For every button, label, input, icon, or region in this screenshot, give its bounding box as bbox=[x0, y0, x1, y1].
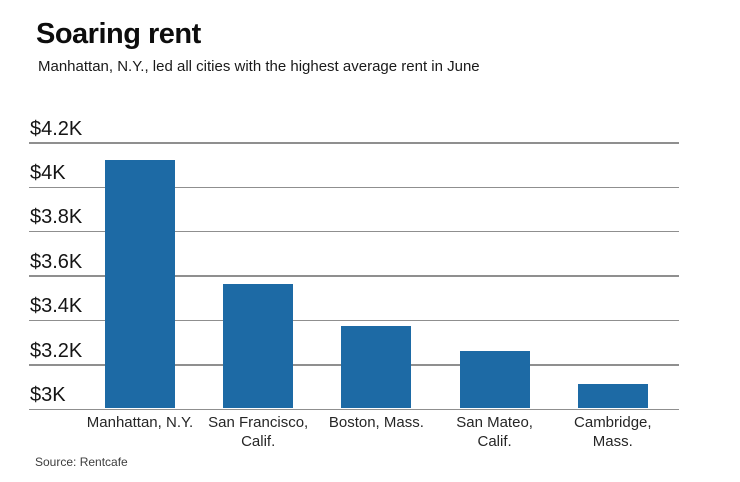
gridline-4k bbox=[29, 186, 679, 189]
y-axis-tick-label: $4.2K bbox=[30, 117, 83, 140]
bar-san-mateo bbox=[459, 350, 530, 409]
y-axis-tick-label: $3.6K bbox=[30, 250, 83, 273]
chart-subtitle: Manhattan, N.Y., led all cities with the… bbox=[38, 58, 480, 75]
y-axis-tick-label: $3.2K bbox=[30, 339, 83, 362]
bar-boston-mass bbox=[341, 326, 412, 409]
bar-cambridge bbox=[577, 384, 648, 409]
gridline-4.2k bbox=[29, 142, 679, 144]
x-axis-category-label: San Mateo, Calif. bbox=[456, 414, 533, 451]
x-axis-category-label: Boston, Mass. bbox=[328, 414, 424, 431]
bar-san-francisco bbox=[223, 284, 294, 409]
gridline-3k bbox=[29, 408, 679, 410]
gridline-3.6k bbox=[29, 275, 679, 277]
x-axis-category-label: Manhattan, N.Y. bbox=[86, 414, 194, 431]
y-axis-tick-label: $3.4K bbox=[30, 295, 83, 318]
y-axis-tick-label: $4K bbox=[30, 162, 66, 185]
chart-title: Soaring rent bbox=[36, 18, 201, 50]
source-note: Source: Rentcafe bbox=[35, 455, 128, 469]
x-axis-category-label: San Francisco, Calif. bbox=[208, 414, 309, 451]
bar-manhattan-n-y bbox=[105, 159, 175, 409]
y-axis-tick-label: $3.8K bbox=[30, 206, 83, 229]
gridline-3.8k bbox=[29, 230, 679, 233]
x-axis-category-label: Cambridge, Mass. bbox=[574, 414, 652, 451]
y-axis-tick-label: $3K bbox=[30, 384, 66, 406]
gridline-3.4k bbox=[29, 319, 679, 322]
